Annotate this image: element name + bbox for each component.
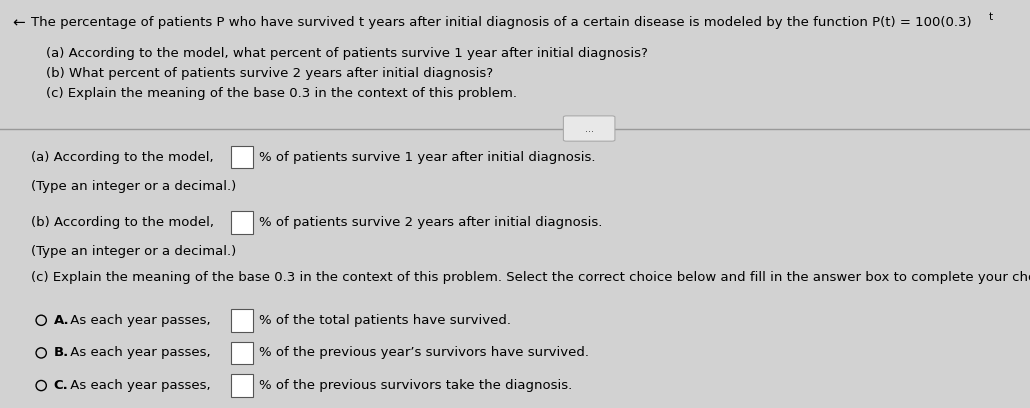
Text: (Type an integer or a decimal.): (Type an integer or a decimal.) [31,245,236,258]
Text: As each year passes,: As each year passes, [66,346,210,359]
Text: t: t [988,12,993,22]
Text: (c) Explain the meaning of the base 0.3 in the context of this problem. Select t: (c) Explain the meaning of the base 0.3 … [31,271,1030,284]
Text: % of the previous survivors take the diagnosis.: % of the previous survivors take the dia… [259,379,572,392]
Text: (Type an integer or a decimal.): (Type an integer or a decimal.) [31,180,236,193]
Text: (c) Explain the meaning of the base 0.3 in the context of this problem.: (c) Explain the meaning of the base 0.3 … [46,87,517,100]
Text: As each year passes,: As each year passes, [66,379,210,392]
Text: C.: C. [54,379,68,392]
Text: % of the total patients have survived.: % of the total patients have survived. [259,314,511,327]
Text: ←: ← [12,15,25,30]
Text: As each year passes,: As each year passes, [66,314,210,327]
Text: (b) What percent of patients survive 2 years after initial diagnosis?: (b) What percent of patients survive 2 y… [46,67,493,80]
Text: The percentage of patients P who have survived t years after initial diagnosis o: The percentage of patients P who have su… [31,16,971,29]
Text: % of patients survive 1 year after initial diagnosis.: % of patients survive 1 year after initi… [259,151,595,164]
Text: (a) According to the model,: (a) According to the model, [31,151,213,164]
Text: B.: B. [54,346,69,359]
FancyBboxPatch shape [563,116,615,141]
Text: % of the previous year’s survivors have survived.: % of the previous year’s survivors have … [259,346,588,359]
Text: (b) According to the model,: (b) According to the model, [31,216,214,229]
Text: A.: A. [54,314,69,327]
Text: ...: ... [585,124,593,133]
Text: (a) According to the model, what percent of patients survive 1 year after initia: (a) According to the model, what percent… [46,47,648,60]
Text: % of patients survive 2 years after initial diagnosis.: % of patients survive 2 years after init… [259,216,602,229]
